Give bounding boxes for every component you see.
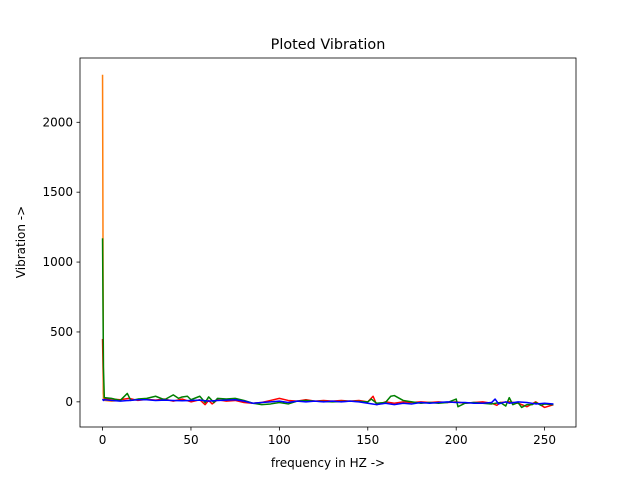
x-tick-label: 250 (533, 433, 556, 447)
series-line-4 (101, 398, 554, 406)
y-tick-label: 1500 (42, 185, 73, 199)
y-tick-label: 2000 (42, 115, 73, 129)
y-axis-label: Vibration -> (14, 206, 28, 278)
y-tick-label: 0 (65, 395, 73, 409)
x-axis-label: frequency in HZ -> (271, 456, 385, 470)
chart-title: Ploted Vibration (271, 37, 386, 53)
x-tick-label: 0 (99, 433, 107, 447)
y-axis-ticks: 0 500 1000 1500 2000 (42, 115, 80, 409)
y-tick-label: 500 (50, 325, 73, 339)
x-axis-ticks: 0 50 100 150 200 250 (99, 427, 556, 447)
x-tick-label: 50 (183, 433, 198, 447)
plot-layer (101, 74, 554, 409)
x-tick-label: 150 (356, 433, 379, 447)
axes-frame (79, 57, 577, 428)
x-tick-label: 200 (445, 433, 468, 447)
x-tick-label: 100 (268, 433, 291, 447)
y-tick-label: 1000 (42, 255, 73, 269)
